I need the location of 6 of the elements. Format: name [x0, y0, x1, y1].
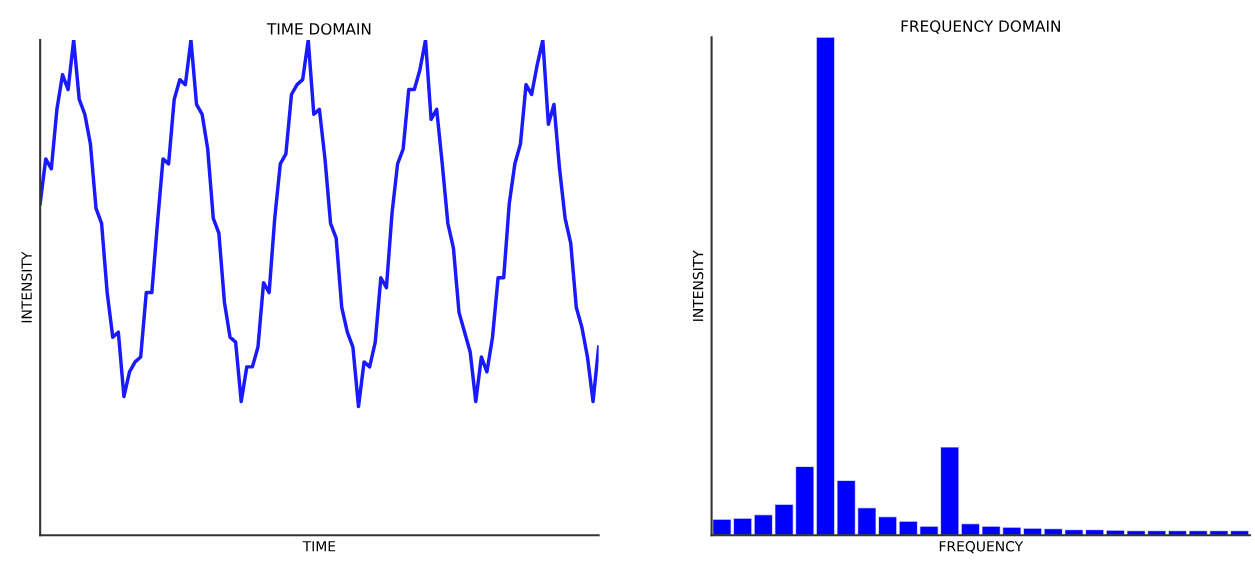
- x-axis-title: FREQUENCY: [939, 541, 1024, 554]
- chart-title: FREQUENCY DOMAIN: [901, 20, 1060, 34]
- x-axis-title: TIME: [302, 541, 336, 552]
- y-axis-title: INTENSITY: [692, 250, 704, 321]
- chart-title: TIME DOMAIN: [266, 23, 371, 35]
- y-axis-title: INTENSITY: [21, 251, 32, 323]
